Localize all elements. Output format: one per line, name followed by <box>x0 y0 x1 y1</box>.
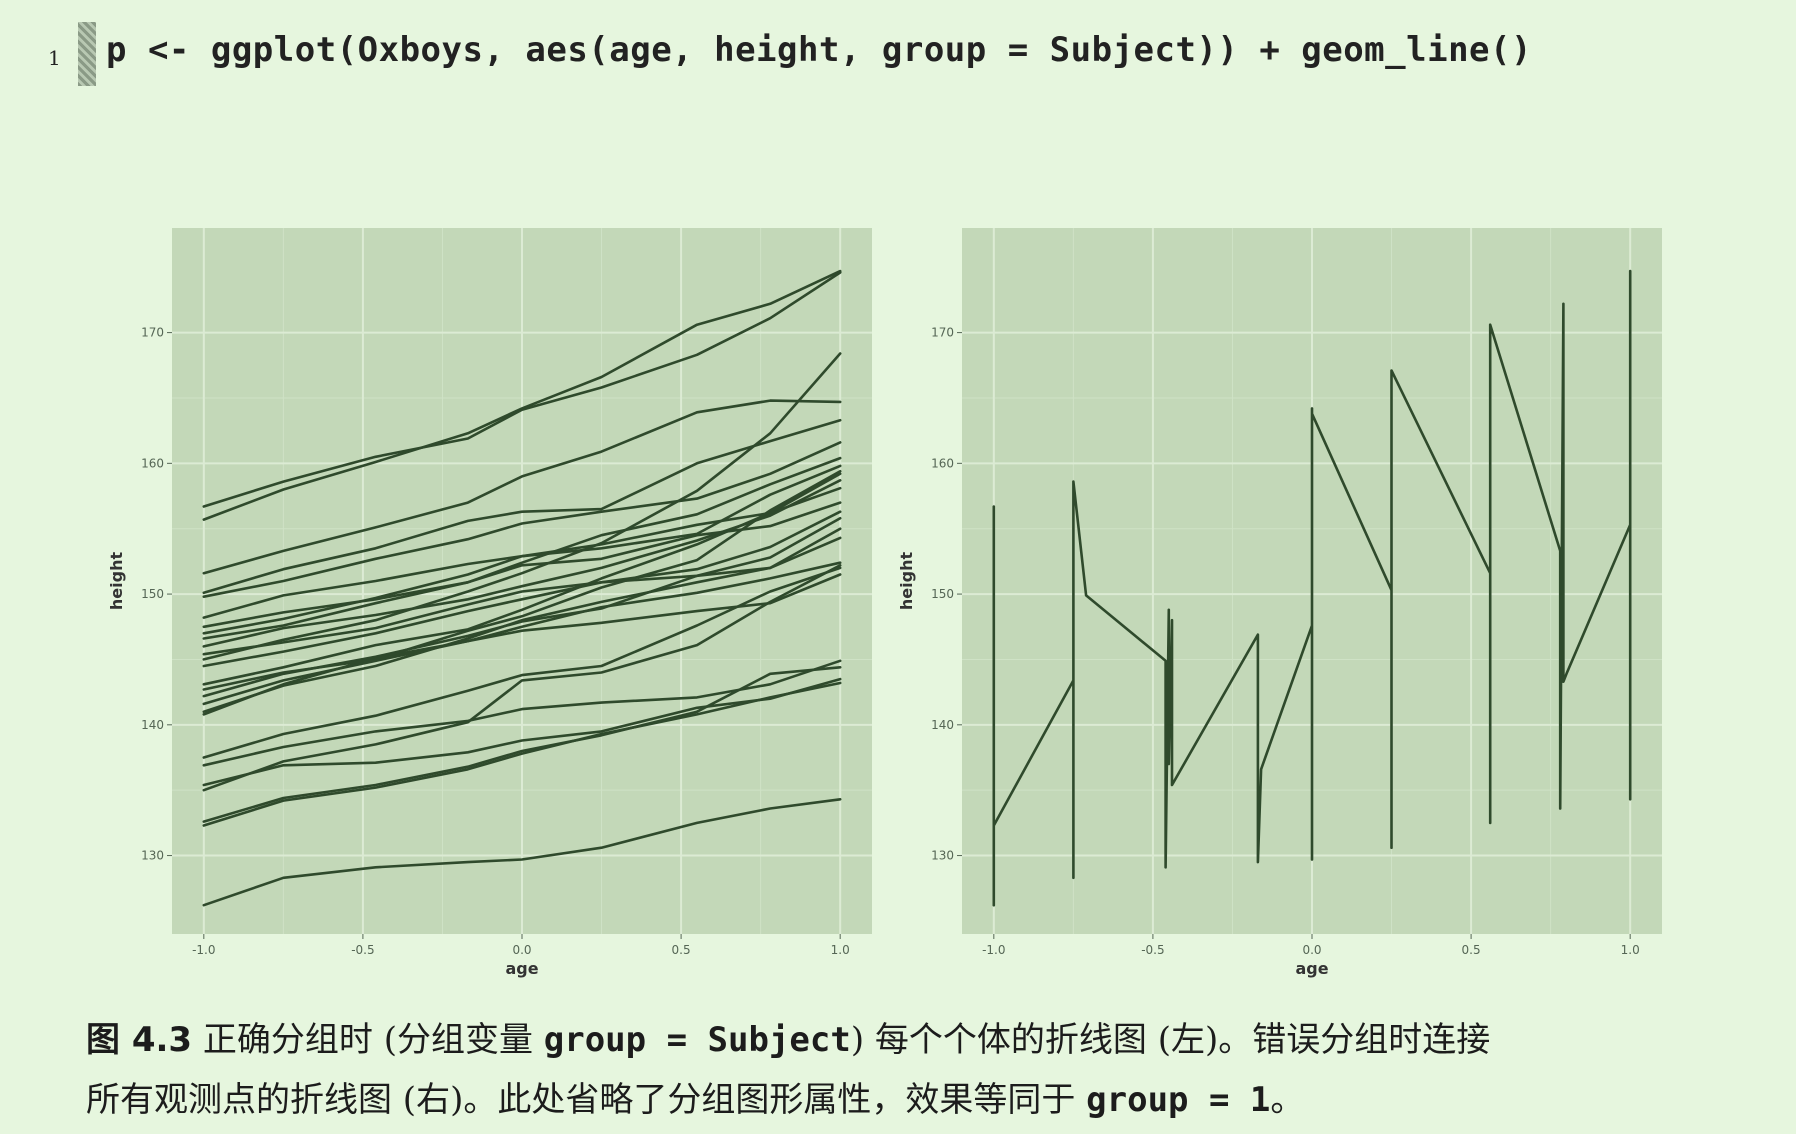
series-line-subject-1 <box>202 797 842 907</box>
y-tick-label: 150 <box>931 587 954 601</box>
series-line-subject-19 <box>202 464 842 619</box>
series-line-subject-24 <box>202 271 842 508</box>
x-tick-label: -0.5 <box>1141 943 1164 957</box>
series-line-subject-6 <box>202 659 842 767</box>
y-tick-label: 140 <box>141 718 164 732</box>
line-number: 1 <box>48 46 61 70</box>
x-tick-label: -1.0 <box>982 943 1005 957</box>
x-tick-label: 0.5 <box>672 943 691 957</box>
caption-text-2a: 所有观测点的折线图 (右)。此处省略了分组图形属性，效果等同于 <box>86 1080 1087 1120</box>
y-tick-label: 150 <box>141 587 164 601</box>
x-tick-label: 1.0 <box>831 943 850 957</box>
gutter-marker <box>78 22 96 86</box>
x-tick-label: 0.0 <box>1302 943 1321 957</box>
series-line-subject-3 <box>202 665 842 823</box>
series-line-subject-13 <box>202 536 842 668</box>
series-line-subject-22 <box>202 399 842 575</box>
caption-text-1a: 正确分组时 (分组变量 <box>192 1020 544 1060</box>
x-tick-label: -0.5 <box>351 943 374 957</box>
x-tick-label: 0.0 <box>512 943 531 957</box>
series-line-subject-4 <box>202 563 842 792</box>
y-tick-label: 130 <box>931 849 954 863</box>
chart-panel-left: -1.0 -0.5 0.0 0.5 1.0 130 140 150 160 170 age heigh… <box>107 228 872 978</box>
code-line: 1 p <- ggplot(Oxboys, aes(age, height, g… <box>0 0 1796 110</box>
caption-line-2: 所有观测点的折线图 (右)。此处省略了分组图形属性，效果等同于 group = … <box>86 1070 1746 1130</box>
y-axis-title: height <box>107 552 126 611</box>
caption-text-1b: ) 每个个体的折线图 (左)。错误分组时连接 <box>850 1020 1491 1060</box>
series-line-subject-5 <box>202 677 842 787</box>
caption-text-2b: 。 <box>1270 1080 1305 1120</box>
x-tick-label: 0.5 <box>1462 943 1481 957</box>
caption-code-2: group = 1 <box>1086 1080 1271 1120</box>
series-lines <box>202 269 842 907</box>
series-line-subject-16 <box>202 501 842 640</box>
series-line-subject-11 <box>202 469 842 691</box>
series-lines <box>992 269 1632 907</box>
figure-label: 图 4.3 <box>86 1020 193 1060</box>
x-tick-label: -1.0 <box>192 943 215 957</box>
caption-line-1: 图 4.3 正确分组时 (分组变量 group = Subject) 每个个体的… <box>86 1010 1746 1070</box>
y-tick-label: 170 <box>931 326 954 340</box>
series-line-subject-15 <box>202 478 842 648</box>
y-tick-label: 170 <box>141 326 164 340</box>
series-line-subject-21 <box>202 418 842 595</box>
y-axis-title: height <box>897 552 916 611</box>
y-tick-label: 160 <box>931 456 954 470</box>
x-tick-label: 1.0 <box>1621 943 1640 957</box>
series-line-all-points <box>992 269 1632 907</box>
chart-panel-right: -1.0 -0.5 0.0 0.5 1.0 130 140 150 160 170 age heigh… <box>897 228 1662 978</box>
series-line-subject-2 <box>202 681 842 827</box>
series-line-subject-26 <box>202 527 842 714</box>
series-line-subject-7 <box>202 566 842 759</box>
series-line-subject-8 <box>202 573 842 716</box>
figure-charts: -1.0 -0.5 0.0 0.5 1.0 130 140 150 160 170 age heigh… <box>107 228 1662 978</box>
x-axis-title: age <box>505 959 538 978</box>
y-tick-label: 160 <box>141 456 164 470</box>
caption-code-1: group = Subject <box>543 1020 851 1060</box>
series-line-subject-14 <box>202 510 842 656</box>
series-line-subject-25 <box>202 352 842 661</box>
code-text: p <- ggplot(Oxboys, aes(age, height, gro… <box>106 30 1532 70</box>
series-line-subject-20 <box>202 441 842 599</box>
series-line-subject-18 <box>202 456 842 629</box>
x-axis-title: age <box>1295 959 1328 978</box>
y-tick-label: 130 <box>141 849 164 863</box>
series-line-subject-9 <box>202 561 842 706</box>
y-tick-label: 140 <box>931 718 954 732</box>
figure-caption: 图 4.3 正确分组时 (分组变量 group = Subject) 每个个体的… <box>86 1010 1746 1130</box>
